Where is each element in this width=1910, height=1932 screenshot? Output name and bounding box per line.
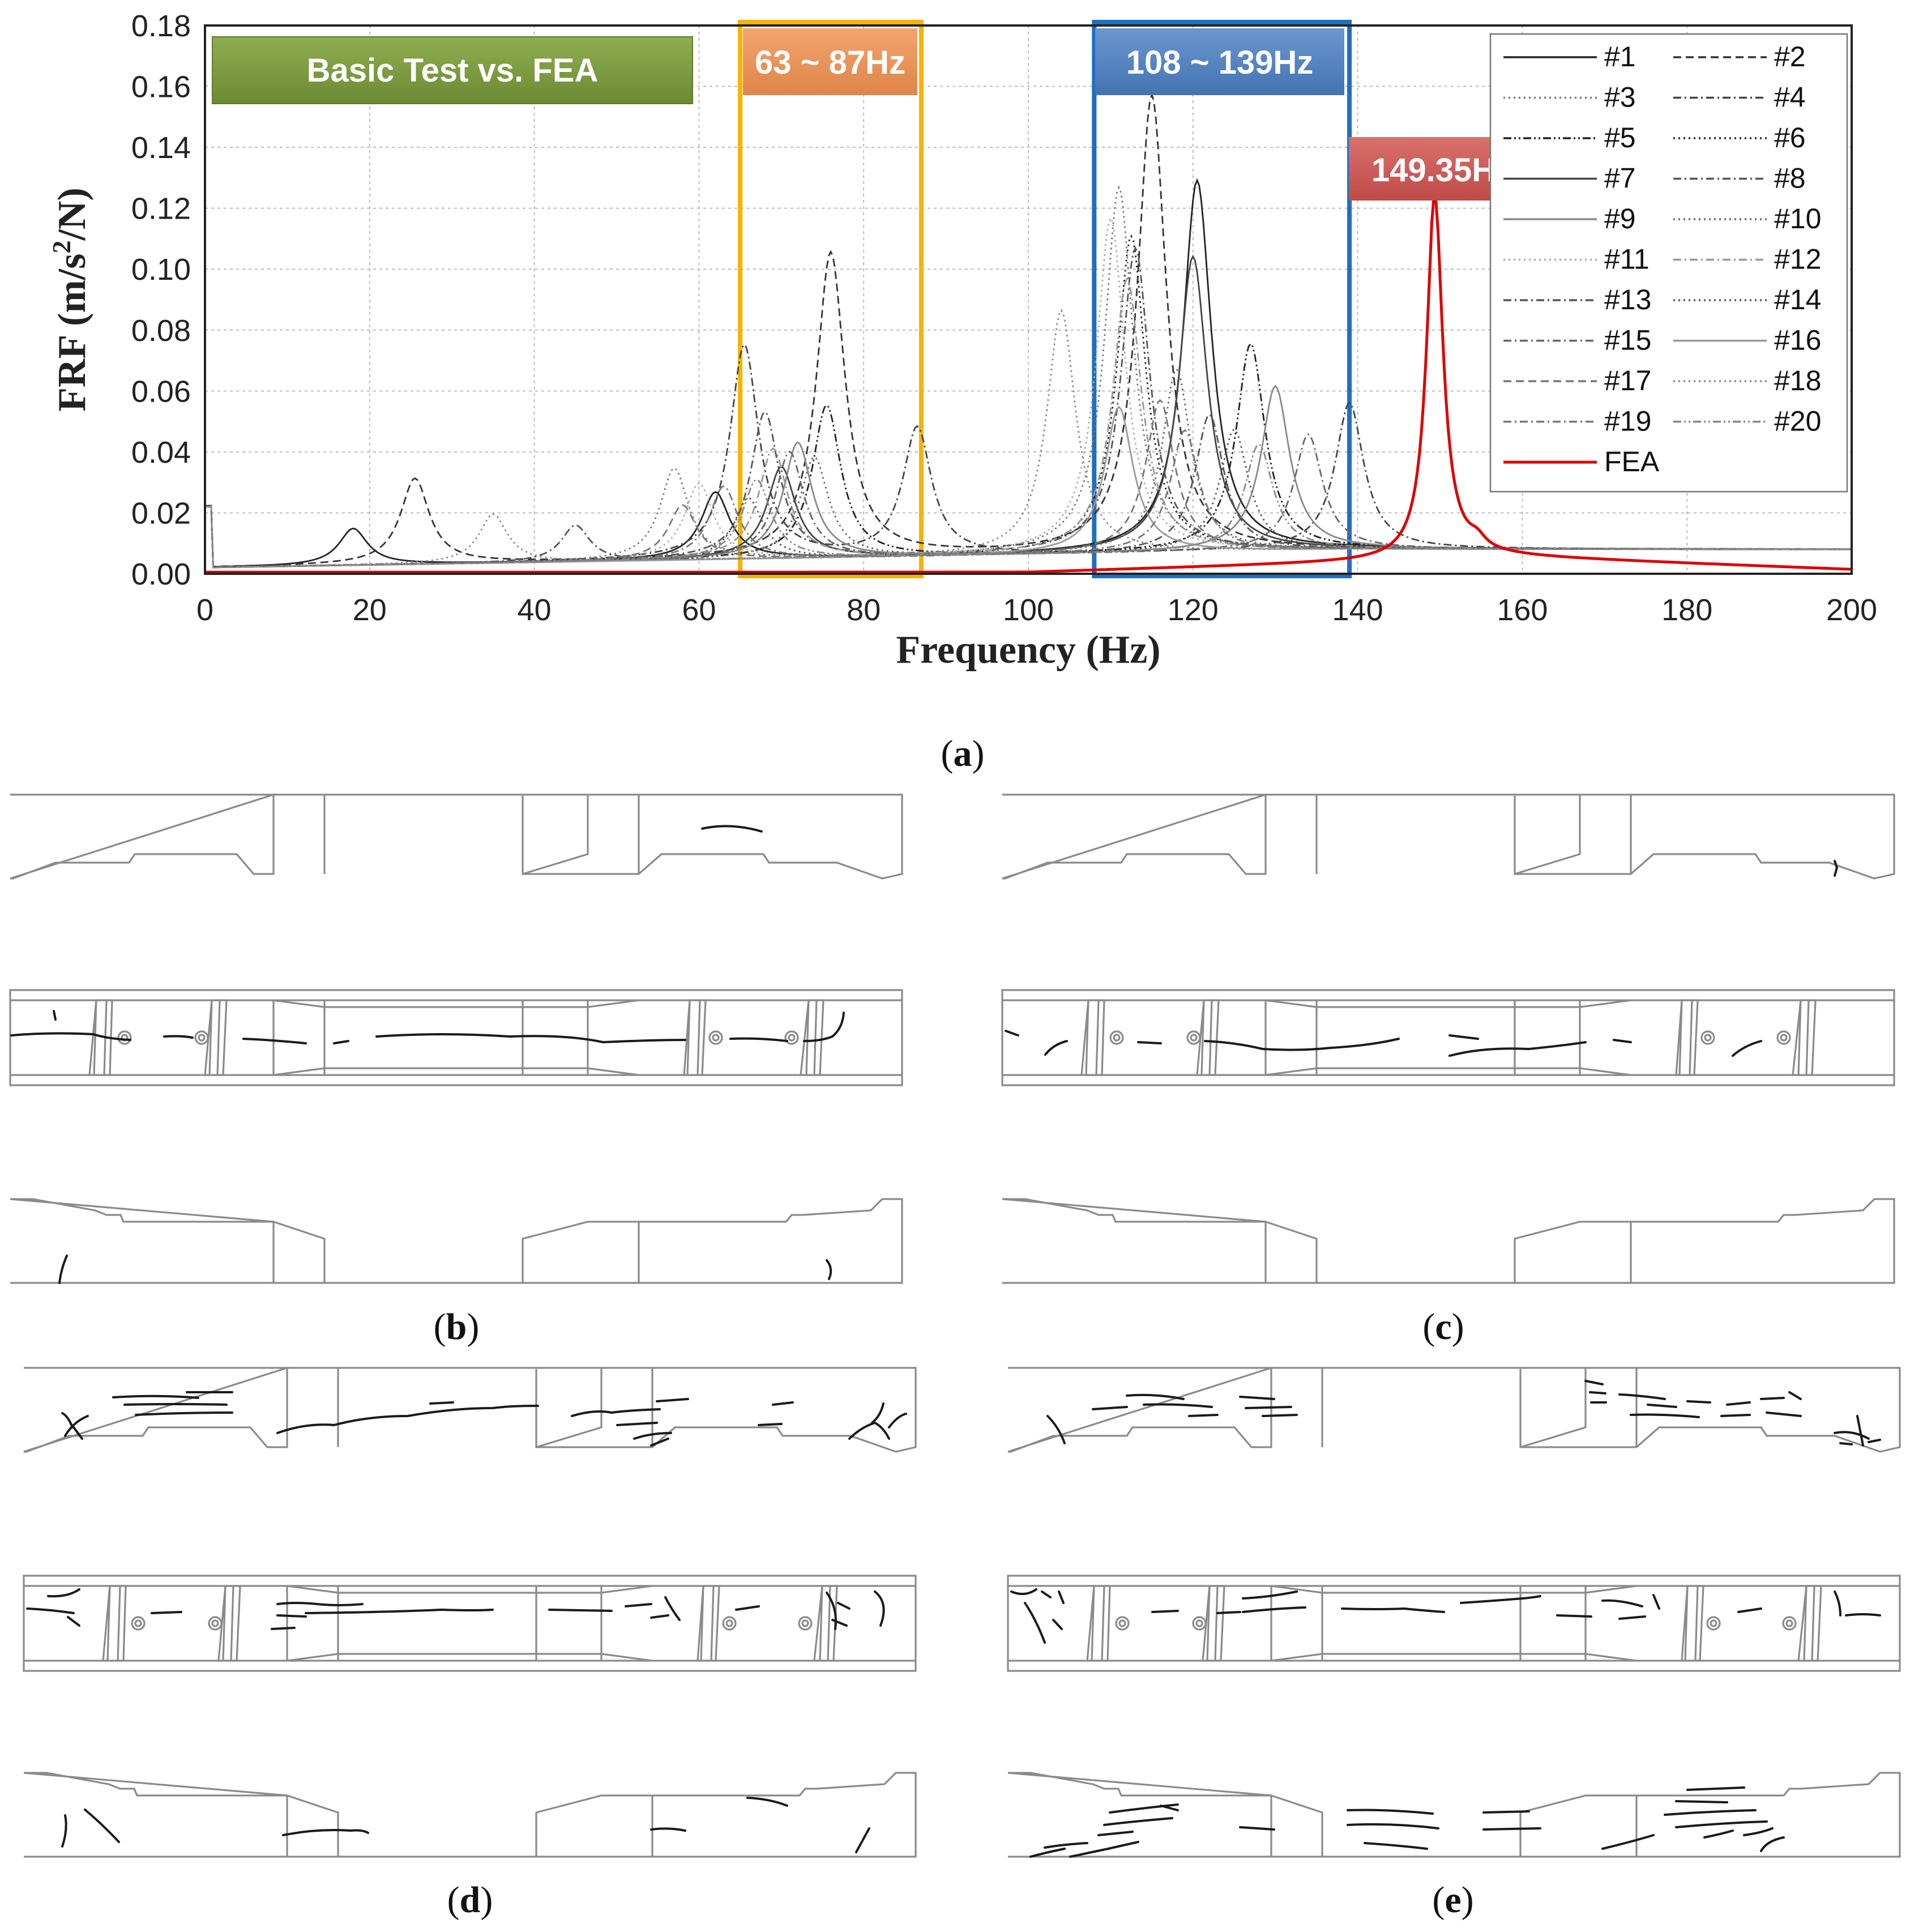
beam-e-middle: [1007, 1575, 1901, 1672]
band-label-63-87-text: 63 ~ 87Hz: [755, 44, 905, 81]
x-tick-label: 200: [1826, 593, 1877, 627]
y-tick-label: 0.00: [131, 557, 191, 591]
x-tick-label: 120: [1168, 593, 1219, 627]
legend-label: #15: [1604, 325, 1651, 356]
x-tick-label: 100: [1003, 593, 1054, 627]
beam-c-top: [1001, 794, 1895, 880]
y-tick-labels: 0.00 0.02 0.04 0.06 0.08 0.10 0.12 0.14 0.16 0.18: [131, 9, 191, 591]
y-tick-label: 0.18: [131, 9, 191, 43]
x-tick-label: 20: [353, 593, 387, 627]
band-rect-0: [738, 20, 924, 578]
legend-label: #14: [1774, 284, 1821, 315]
series-line-20: [205, 443, 1852, 569]
legend-label: #3: [1604, 82, 1636, 113]
beam-e-top: [1007, 1367, 1901, 1453]
caption-d: (d): [447, 1879, 493, 1921]
frequency-bands: [738, 20, 1352, 578]
legend-label: #10: [1774, 203, 1821, 234]
beam-b-top: [9, 794, 903, 880]
frf-chart: 0 20 40 60 80 100 120 140 160 180 200 0.00 0.02 0.04…: [47, 9, 1877, 672]
band-label-108-139-text: 108 ~ 139Hz: [1126, 44, 1314, 81]
y-tick-label: 0.12: [131, 192, 191, 226]
beam-d-bottom: [23, 1772, 917, 1858]
x-axis-label: Frequency (Hz): [896, 628, 1160, 672]
title-box: Basic Test vs. FEA: [212, 36, 693, 104]
legend-label: #12: [1774, 244, 1821, 275]
beam-e: [1007, 1367, 1901, 1858]
x-tick-label: 40: [518, 593, 552, 627]
band-label-108-139: 108 ~ 139Hz: [1095, 28, 1344, 95]
beam-d-middle: [23, 1575, 917, 1672]
beam-d: [23, 1367, 917, 1858]
y-tick-label: 0.16: [131, 70, 191, 104]
legend-label: #17: [1604, 365, 1651, 396]
beam-b: [9, 794, 903, 1284]
x-tick-label: 60: [682, 593, 716, 627]
caption-a: (a): [941, 733, 985, 774]
legend-label: #7: [1604, 163, 1636, 194]
title-box-text: Basic Test vs. FEA: [307, 52, 599, 89]
beam-b-middle: [9, 989, 903, 1086]
legend-label: #2: [1774, 41, 1806, 72]
band-rect-1: [1092, 20, 1352, 578]
beam-b-cracks: [10, 825, 845, 1284]
plot-frame: [204, 24, 1853, 575]
legend-label: #8: [1774, 163, 1806, 194]
x-tick-labels: 0 20 40 60 80 100 120 140 160 180 200: [196, 593, 1877, 627]
y-tick-label: 0.04: [131, 436, 191, 470]
legend-label: #4: [1774, 82, 1806, 113]
series-line-fea: [205, 192, 1852, 574]
y-tick-label: 0.14: [131, 131, 191, 165]
legend-label: #18: [1774, 365, 1821, 396]
caption-c: (c): [1422, 1306, 1464, 1347]
x-tick-label: 160: [1497, 593, 1548, 627]
y-tick-label: 0.10: [131, 253, 191, 287]
legend-label-fea: FEA: [1604, 446, 1660, 477]
legend-label: #5: [1604, 122, 1636, 153]
x-tick-label: 80: [847, 593, 881, 627]
beam-c: [1001, 794, 1895, 1284]
legend-label: #6: [1774, 122, 1806, 153]
legend-label: #1: [1604, 41, 1636, 72]
y-tick-label: 0.08: [131, 314, 191, 348]
legend: #1 #2 #3 #4 #5 #6 #7 #8 #9 #10 #11 #12 #13 #14 #15 #16 #…: [1489, 33, 1848, 493]
caption-b: (b): [434, 1306, 480, 1347]
fea-peak-label-text: 149.35Hz: [1371, 152, 1512, 189]
caption-e: (e): [1432, 1879, 1473, 1921]
series-layer: [205, 92, 1852, 574]
legend-label: #16: [1774, 325, 1821, 356]
legend-label: #19: [1604, 406, 1651, 437]
y-tick-label: 0.02: [131, 496, 191, 530]
legend-label: #11: [1604, 244, 1650, 275]
beam-c-middle: [1001, 989, 1895, 1086]
beam-c-bottom: [1001, 1198, 1895, 1284]
x-tick-label: 140: [1332, 593, 1383, 627]
band-label-63-87: 63 ~ 87Hz: [743, 28, 917, 95]
y-axis-label: FRF (m/s2/N): [47, 187, 94, 412]
x-tick-label: 180: [1661, 593, 1712, 627]
legend-label: #13: [1604, 284, 1651, 315]
x-tick-label: 0: [196, 593, 213, 627]
legend-label: #9: [1604, 203, 1636, 234]
beam-d-cracks: [26, 1391, 907, 1853]
legend-label: #20: [1774, 406, 1821, 437]
beam-c-cracks: [1005, 860, 1839, 1057]
beam-e-cracks: [1010, 1380, 1881, 1858]
beam-b-bottom: [9, 1198, 903, 1284]
y-tick-label: 0.06: [131, 374, 191, 408]
